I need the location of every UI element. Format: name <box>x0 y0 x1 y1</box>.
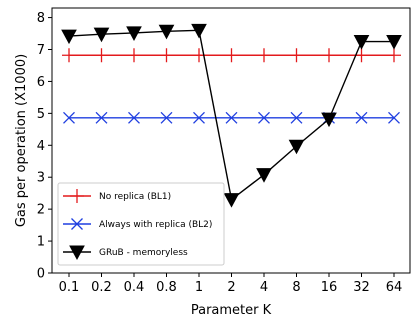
x-tick-label: 4 <box>260 280 268 295</box>
data-point <box>353 35 370 50</box>
data-point <box>354 48 369 63</box>
legend-marker <box>71 218 83 230</box>
data-point <box>258 111 270 124</box>
x-tick-label: 1 <box>195 280 203 295</box>
data-point <box>322 48 336 63</box>
data-point <box>93 27 110 43</box>
legend-item: GRuB - memoryless <box>63 245 188 261</box>
x-axis-label: Parameter K <box>191 303 272 318</box>
legend-box <box>57 182 225 266</box>
data-point <box>290 111 303 124</box>
ticks-layer: 0.1 0.2 0.4 0.8 1 2 4 8 16 32 64 0 1 2 3 4 5 6 7 8 <box>37 11 403 295</box>
y-tick-label: 8 <box>37 11 45 26</box>
legend-marker <box>69 245 85 261</box>
x-tick-label: 0.2 <box>91 280 112 295</box>
data-point <box>289 48 304 63</box>
x-tick-label: 64 <box>386 280 403 295</box>
x-tick-label: 0.4 <box>124 280 145 295</box>
y-tick-label: 7 <box>37 43 45 58</box>
data-point <box>158 24 175 40</box>
data-point <box>257 48 271 63</box>
y-tick-label: 4 <box>37 139 45 154</box>
data-point <box>62 48 76 63</box>
data-point <box>388 111 400 124</box>
data-point <box>223 193 240 208</box>
legend-label: No replica (BL1) <box>99 192 171 202</box>
data-point <box>193 111 205 124</box>
data-point <box>126 26 142 41</box>
y-tick-label: 1 <box>37 235 45 250</box>
legend-item: No replica (BL1) <box>63 189 171 203</box>
x-tick-label: 0.8 <box>156 280 177 295</box>
data-point <box>386 35 402 50</box>
series-1 <box>63 111 400 124</box>
data-point <box>224 48 239 63</box>
legend: No replica (BL1) Always with replica (BL2… <box>57 182 225 266</box>
data-point <box>387 48 401 63</box>
data-point <box>95 111 108 124</box>
data-point <box>128 111 140 124</box>
data-point <box>159 48 174 63</box>
x-tick-label: 0.1 <box>59 280 80 295</box>
data-point <box>355 111 368 124</box>
data-point <box>61 29 77 45</box>
y-tick-label: 6 <box>37 75 45 90</box>
data-point <box>191 23 207 39</box>
legend-item: Always with replica (BL2) <box>63 218 212 230</box>
legend-label: GRuB - memoryless <box>99 248 188 258</box>
data-point <box>321 112 337 128</box>
legend-marker <box>70 189 84 203</box>
data-point <box>225 111 238 124</box>
y-tick-label: 3 <box>37 171 45 186</box>
data-point <box>127 48 141 63</box>
series-2 <box>61 23 402 208</box>
y-tick-label: 0 <box>37 267 45 282</box>
data-point <box>160 111 173 124</box>
x-tick-label: 32 <box>353 280 370 295</box>
data-point <box>256 168 272 183</box>
y-axis-label: Gas per operation (X1000) <box>14 54 29 227</box>
y-tick-label: 2 <box>37 203 45 218</box>
data-point <box>288 139 305 155</box>
series-0 <box>62 48 401 63</box>
x-tick-label: 8 <box>292 280 300 295</box>
legend-label: Always with replica (BL2) <box>99 220 212 230</box>
y-tick-label: 5 <box>37 107 45 122</box>
data-point <box>63 111 75 124</box>
series-layer <box>61 23 402 208</box>
data-point <box>94 48 109 63</box>
x-tick-label: 2 <box>227 280 235 295</box>
x-tick-label: 16 <box>321 280 338 295</box>
